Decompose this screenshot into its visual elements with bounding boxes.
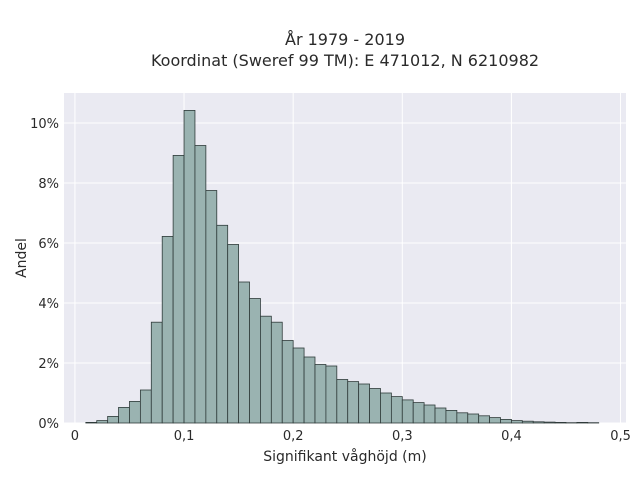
histogram-bar: [325, 365, 338, 424]
histogram-bar: [434, 407, 447, 424]
chart-subtitle: Koordinat (Sweref 99 TM): E 471012, N 62…: [151, 51, 539, 70]
x-tick-label: 0,4: [501, 429, 522, 444]
y-tick-label: 4%: [38, 297, 59, 312]
histogram-bar: [238, 281, 250, 424]
histogram-bar: [85, 421, 98, 424]
histogram-bar: [183, 110, 196, 424]
histogram-bar: [358, 383, 370, 424]
histogram-bar: [380, 392, 392, 424]
plot-area: [64, 93, 626, 423]
histogram-bar: [500, 418, 512, 424]
histogram-bar: [227, 244, 240, 424]
histogram-bar: [260, 315, 272, 424]
x-tick-labels: 0 0,1 0,2 0,3 0,4 0,5: [71, 429, 631, 444]
histogram-bar: [292, 347, 305, 424]
histogram-bar: [347, 381, 360, 424]
histogram-bar: [554, 421, 567, 424]
histogram-bar: [467, 413, 480, 424]
y-tick-label: 10%: [30, 117, 59, 132]
chart-title: År 1979 - 2019: [285, 30, 405, 49]
histogram-bar: [576, 421, 589, 424]
x-axis-label: Signifikant våghöjd (m): [263, 448, 426, 465]
histogram-bar: [336, 379, 349, 424]
x-tick-label: 0: [71, 429, 79, 444]
histogram-bar: [412, 402, 425, 424]
y-axis-label: Andel: [14, 238, 30, 278]
histogram-bar: [118, 406, 130, 424]
histogram-bar: [532, 421, 545, 424]
histogram-bar: [543, 421, 556, 424]
bars-layer: [85, 110, 600, 424]
histogram-bar: [216, 224, 229, 424]
histogram-bar: [369, 388, 381, 424]
histogram-bar: [205, 190, 218, 424]
histogram-bar: [270, 321, 283, 424]
histogram-bar: [478, 415, 490, 424]
x-tick-label: 0,1: [174, 429, 195, 444]
histogram-bar: [303, 356, 316, 424]
y-tick-labels: 0% 2% 4% 6% 8% 10%: [30, 117, 59, 432]
histogram-bar: [445, 409, 458, 424]
histogram-bar: [172, 154, 185, 424]
histogram-bar: [521, 420, 534, 424]
histogram-bar: [194, 145, 207, 424]
y-tick-label: 2%: [38, 357, 59, 372]
histogram-bar: [314, 364, 327, 424]
y-tick-label: 8%: [38, 177, 59, 192]
x-tick-label: 0,2: [283, 429, 304, 444]
histogram-bar: [511, 420, 523, 424]
histogram-bar: [107, 415, 119, 424]
y-tick-label: 6%: [38, 237, 59, 252]
histogram-bar: [150, 321, 163, 424]
histogram-bar: [161, 235, 174, 424]
histogram-bar: [139, 389, 152, 424]
histogram-bar: [489, 417, 501, 424]
histogram-bar: [129, 400, 141, 424]
histogram-bar: [390, 396, 403, 424]
y-tick-label: 0%: [38, 417, 59, 432]
histogram-bar: [249, 298, 261, 424]
histogram-bar: [96, 420, 109, 424]
x-tick-label: 0,3: [392, 429, 413, 444]
x-tick-label: 0,5: [610, 429, 631, 444]
histogram-bar: [401, 399, 414, 424]
histogram-bar: [423, 404, 436, 424]
histogram-bar: [456, 412, 469, 424]
histogram-bar: [281, 340, 294, 424]
